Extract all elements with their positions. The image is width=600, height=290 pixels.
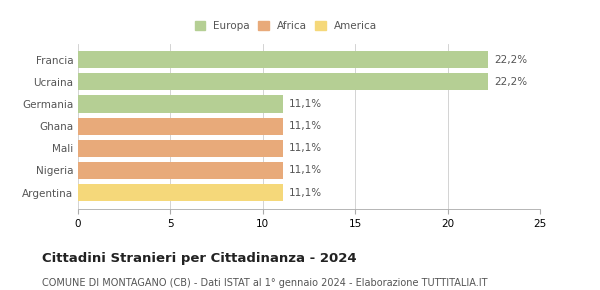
Text: COMUNE DI MONTAGANO (CB) - Dati ISTAT al 1° gennaio 2024 - Elaborazione TUTTITAL: COMUNE DI MONTAGANO (CB) - Dati ISTAT al… bbox=[42, 278, 487, 288]
Text: Cittadini Stranieri per Cittadinanza - 2024: Cittadini Stranieri per Cittadinanza - 2… bbox=[42, 252, 356, 265]
Text: 11,1%: 11,1% bbox=[289, 188, 322, 198]
Bar bbox=[78, 51, 488, 68]
Bar bbox=[78, 73, 488, 90]
Bar bbox=[78, 162, 283, 179]
Legend: Europa, Africa, America: Europa, Africa, America bbox=[193, 19, 379, 33]
Bar bbox=[78, 95, 283, 113]
Text: 22,2%: 22,2% bbox=[494, 55, 527, 65]
Text: 11,1%: 11,1% bbox=[289, 166, 322, 175]
Text: 11,1%: 11,1% bbox=[289, 99, 322, 109]
Bar bbox=[78, 184, 283, 201]
Text: 22,2%: 22,2% bbox=[494, 77, 527, 87]
Text: 11,1%: 11,1% bbox=[289, 143, 322, 153]
Text: 11,1%: 11,1% bbox=[289, 121, 322, 131]
Bar bbox=[78, 140, 283, 157]
Bar bbox=[78, 117, 283, 135]
